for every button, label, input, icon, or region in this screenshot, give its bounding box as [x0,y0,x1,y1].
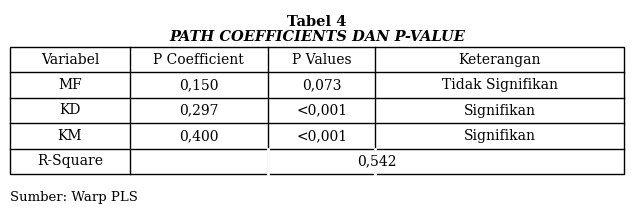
Text: Keterangan: Keterangan [458,53,541,67]
Text: <0,001: <0,001 [296,103,347,117]
Text: Signifikan: Signifikan [463,103,536,117]
Text: 0,542: 0,542 [357,154,397,168]
Text: Variabel: Variabel [41,53,99,67]
Text: KM: KM [58,129,82,143]
Text: 0,150: 0,150 [179,78,219,92]
Text: Sumber: Warp PLS: Sumber: Warp PLS [10,191,138,204]
Text: KD: KD [59,103,81,117]
Text: 0,400: 0,400 [179,129,219,143]
Text: MF: MF [58,78,82,92]
Text: P Coefficient: P Coefficient [153,53,244,67]
Text: Tidak Signifikan: Tidak Signifikan [442,78,558,92]
Text: Signifikan: Signifikan [463,129,536,143]
Bar [10,47,624,174]
Text: 0,073: 0,073 [302,78,341,92]
Text: R-Square: R-Square [37,154,103,168]
Text: Tabel 4: Tabel 4 [287,15,347,29]
Text: 0,297: 0,297 [179,103,219,117]
Text: PATH COEFFICIENTS DAN P-VALUE: PATH COEFFICIENTS DAN P-VALUE [169,30,465,44]
Text: <0,001: <0,001 [296,129,347,143]
Text: P Values: P Values [292,53,351,67]
